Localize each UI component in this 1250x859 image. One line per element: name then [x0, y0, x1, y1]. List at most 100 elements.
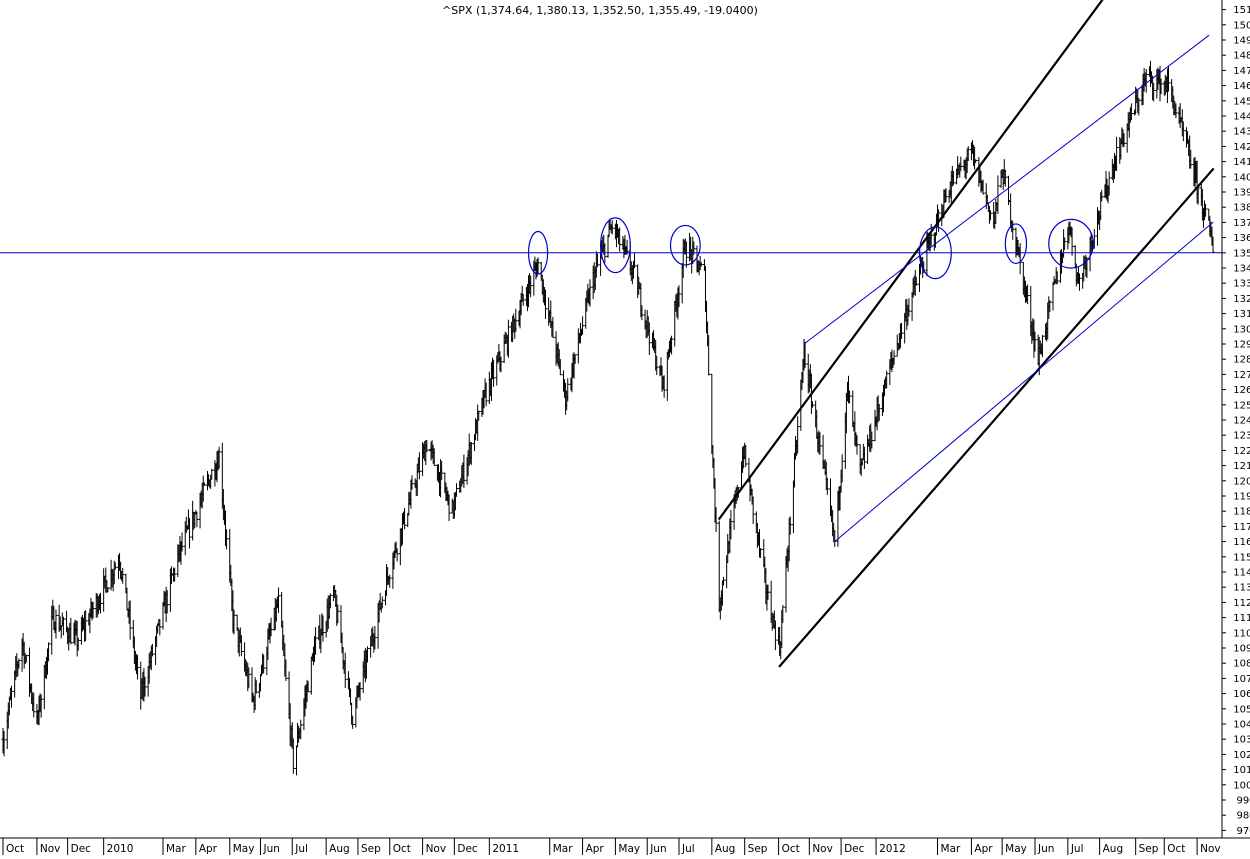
y-tick-label: 1350: [1233, 248, 1250, 259]
y-tick-label: 1460: [1233, 81, 1250, 92]
ohlc-bar: [454, 483, 458, 497]
ohlc-bar: [766, 584, 770, 600]
ohlc-bar: [1026, 284, 1030, 305]
x-tick-label: Oct: [6, 843, 24, 855]
ohlc-bar: [1033, 331, 1037, 352]
ohlc-bar: [632, 252, 636, 269]
ohlc-bar: [729, 510, 733, 540]
ohlc-bar: [1048, 300, 1052, 313]
ohlc-bar: [1152, 82, 1156, 102]
ohlc-bar: [351, 715, 355, 729]
x-tick-label: Mar: [553, 843, 573, 855]
ohlc-bar: [1063, 237, 1067, 250]
ohlc-bar: [17, 658, 21, 669]
ohlc-bar: [1115, 136, 1119, 171]
ohlc-bar: [225, 529, 229, 550]
x-tick-label: Jun: [649, 843, 666, 855]
ohlc-bar: [1122, 133, 1126, 147]
x-tick-label: May: [1005, 843, 1027, 855]
ohlc-bar: [195, 511, 199, 528]
y-tick-label: 1240: [1233, 416, 1250, 427]
ohlc-bar: [395, 548, 399, 562]
ohlc-bar: [885, 370, 889, 389]
ohlc-bar: [959, 156, 963, 172]
ohlc-bar: [1204, 203, 1208, 217]
y-tick-label: 1330: [1233, 279, 1250, 290]
x-tick-label: Mar: [941, 843, 961, 855]
x-tick-label: Jul: [294, 843, 308, 855]
y-tick-label: 1370: [1233, 218, 1250, 229]
highlight-circle: [599, 217, 631, 274]
y-tick-label: 1150: [1233, 552, 1250, 563]
ohlc-bar: [128, 600, 132, 640]
ohlc-bar: [284, 659, 288, 682]
x-tick-label: Apr: [974, 843, 993, 855]
ohlc-bar: [499, 356, 503, 373]
ohlc-bar: [180, 532, 184, 552]
ohlc-bar: [173, 567, 177, 582]
x-tick-label: Dec: [71, 843, 92, 855]
ohlc-bar: [1144, 69, 1148, 93]
ohlc-bar: [447, 494, 451, 522]
ohlc-bar: [69, 617, 73, 645]
ohlc-bar: [721, 576, 725, 586]
ohlc-bar: [477, 410, 481, 421]
y-tick-label: 1410: [1233, 157, 1250, 168]
ohlc-bar: [744, 445, 748, 468]
x-axis: Oct Nov Dec 2010 Mar Apr May Jun Jul Aug Sep Oct Nov…: [0, 837, 1250, 855]
ohlc-bar: [862, 446, 866, 469]
ohlc-bar: [788, 516, 792, 535]
ohlc-bar: [529, 275, 533, 298]
ohlc-bar: [551, 316, 555, 338]
ohlc-bar: [640, 305, 644, 321]
x-tick-label: Oct: [1167, 843, 1185, 855]
ohlc-bar: [588, 279, 592, 307]
ohlc-bar: [380, 596, 384, 609]
ohlc-bar: [321, 615, 325, 642]
y-tick-label: 1190: [1233, 492, 1250, 503]
ohlc-bar: [803, 341, 807, 368]
ohlc-bar: [1055, 271, 1059, 284]
ohlc-bar: [944, 188, 948, 202]
y-tick-label: 1180: [1233, 507, 1250, 518]
x-tick-label: 2010: [107, 843, 134, 855]
ohlc-bar: [469, 442, 473, 465]
y-tick-label: 1210: [1233, 461, 1250, 472]
ohlc-bar: [247, 667, 251, 689]
highlight-circle: [918, 226, 952, 280]
ohlc-bar: [440, 460, 444, 480]
ohlc-bar: [1040, 334, 1044, 358]
ohlc-bar: [818, 432, 822, 455]
ohlc-bar: [1181, 121, 1185, 142]
ohlc-bar: [410, 475, 414, 490]
y-tick-label: 1510: [1233, 5, 1250, 16]
trend-line: [803, 34, 1210, 345]
ohlc-bar: [714, 507, 718, 533]
y-tick-label: 1070: [1233, 674, 1250, 685]
ohlc-bar: [462, 454, 466, 488]
ohlc-bar: [61, 616, 65, 636]
ohlc-bar: [291, 738, 295, 774]
ohlc-bar: [358, 681, 362, 701]
ohlc-bar: [98, 592, 102, 614]
y-tick-label: 1130: [1233, 583, 1250, 594]
ohlc-bar: [514, 308, 518, 332]
ohlc-bar: [662, 375, 666, 398]
y-tick-label: 1400: [1233, 172, 1250, 183]
y-tick-label: 980: [1236, 811, 1250, 822]
ohlc-bar: [1107, 171, 1111, 196]
ohlc-bar: [781, 605, 785, 623]
x-tick-label: Oct: [393, 843, 411, 855]
x-tick-label: Jun: [1037, 843, 1054, 855]
y-tick-label: 1380: [1233, 203, 1250, 214]
ohlc-bar: [373, 626, 377, 650]
highlight-circle: [1048, 218, 1094, 269]
ohlc-bar: [810, 401, 814, 408]
y-tick-label: 1270: [1233, 370, 1250, 381]
y-tick-label: 1320: [1233, 294, 1250, 305]
ohlc-bar: [877, 403, 881, 421]
x-tick-label: Dec: [844, 843, 865, 855]
x-tick-label: Sep: [1139, 843, 1159, 855]
ohlc-bar: [773, 620, 777, 651]
